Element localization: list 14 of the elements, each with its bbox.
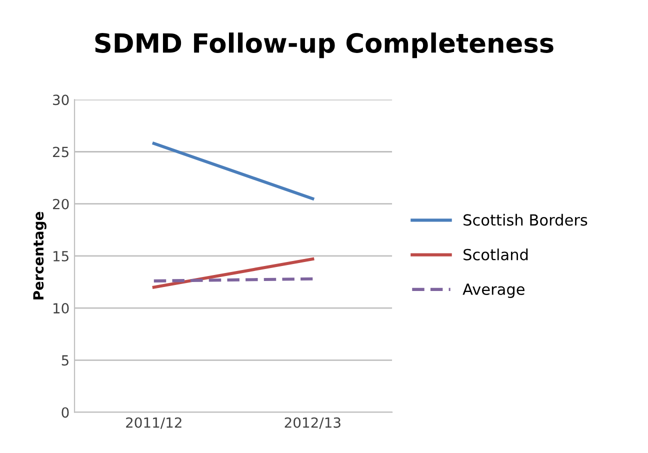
x-tick-label: 2011/12 [126, 417, 182, 429]
y-tick-label: 30 [53, 94, 69, 106]
legend-label: Scotland [464, 248, 528, 260]
y-tick-label: 0 [62, 407, 69, 418]
y-tick-label: 10 [54, 303, 69, 314]
y-tick-label: 15 [54, 251, 68, 262]
y-tick-label: 5 [62, 355, 68, 366]
y-tick-label: 20 [53, 198, 69, 210]
y-tick-label: 25 [53, 146, 68, 158]
y-axis-title: Percentage [33, 212, 46, 300]
x-tick-label: 2012/13 [284, 417, 340, 429]
legend-label: Average [462, 284, 524, 298]
legend-label: Scottish Borders [464, 214, 588, 226]
chart-title: SDMD Follow-up Completeness [95, 32, 554, 58]
